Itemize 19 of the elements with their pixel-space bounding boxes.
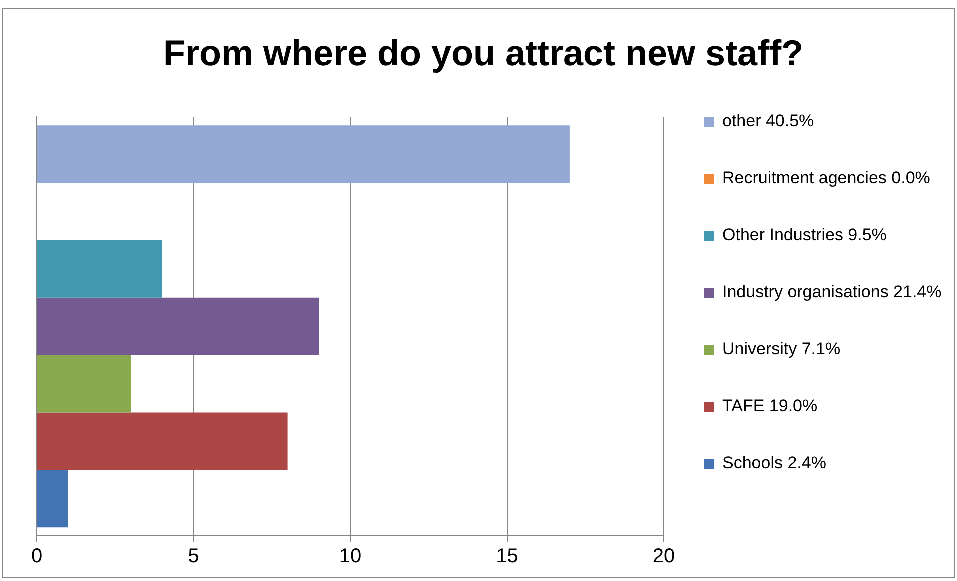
legend-label: University 7.1%	[722, 340, 841, 359]
bar	[38, 355, 132, 413]
bar	[38, 470, 68, 528]
bar	[38, 240, 162, 298]
legend-label: Industry organisations 21.4%	[722, 282, 942, 302]
bar	[38, 412, 288, 470]
x-tick-label: 0	[31, 546, 43, 568]
x-tick-label: 15	[496, 546, 518, 568]
legend-label: Schools 2.4%	[722, 454, 826, 473]
x-tick-label: 5	[188, 546, 200, 568]
bar	[38, 298, 320, 356]
legend-label: Other Industries 9.5%	[722, 226, 887, 245]
chart-title: From where do you attract new staff?	[163, 32, 804, 74]
legend-label: Recruitment agencies 0.0%	[722, 168, 930, 188]
x-tick-label: 20	[652, 546, 676, 568]
legend-label: other 40.5%	[722, 112, 814, 131]
bar	[38, 126, 570, 184]
x-tick-label: 10	[339, 546, 362, 568]
legend-label: TAFE 19.0%	[722, 396, 818, 416]
